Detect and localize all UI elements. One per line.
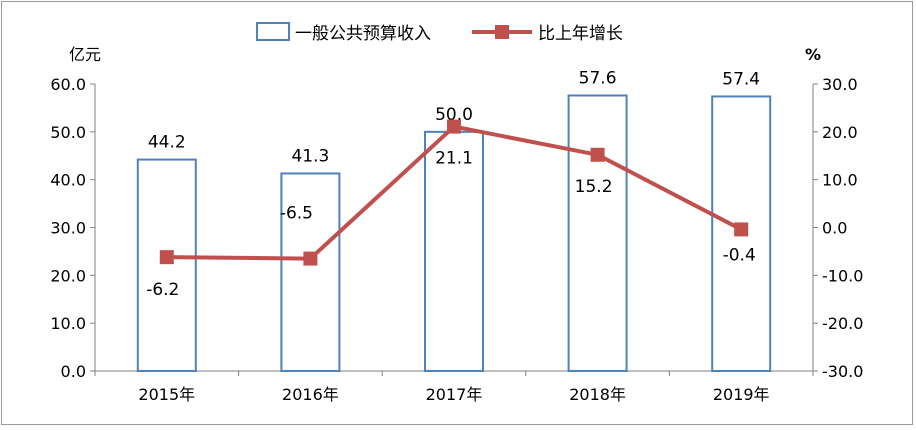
legend-bar-swatch [256, 22, 290, 41]
line-value-label: -6.2 [146, 280, 179, 300]
x-tick-label: 2017年 [426, 385, 483, 404]
bar [567, 94, 628, 372]
right-tick-label: -30.0 [822, 362, 863, 381]
legend-line-label: 比上年增长 [538, 24, 623, 44]
left-tick-label: 20.0 [50, 266, 86, 285]
bar-series: 44.2 41.3 50.0 57.6 57.4 [136, 68, 772, 372]
left-tick-label: 30.0 [50, 219, 86, 238]
legend-line-marker [495, 25, 509, 39]
bar-value-label: 41.3 [291, 146, 329, 166]
left-axis-unit: 亿元 [69, 45, 101, 64]
bar-value-label: 50.0 [435, 105, 473, 125]
line-marker [734, 222, 749, 237]
bar-value-label: 44.2 [148, 133, 186, 153]
right-tick-label: 0.0 [822, 219, 847, 238]
right-axis-unit: % [805, 45, 821, 64]
line-marker [447, 119, 461, 134]
left-tick-label: 40.0 [50, 171, 86, 190]
x-axis-ticks: 2015年 2016年 2017年 2018年 2019年 [94, 371, 814, 404]
line-marker [159, 250, 174, 265]
legend: 一般公共预算收入 比上年增长 [256, 22, 623, 44]
x-tick-label: 2019年 [713, 385, 770, 404]
legend-bar-label: 一般公共预算收入 [295, 24, 431, 44]
line-series: -6.2 -6.5 21.1 15.2 -0.4 [146, 119, 756, 300]
line-value-label: 21.1 [435, 149, 473, 169]
line-marker [303, 251, 318, 266]
right-tick-label: -20.0 [822, 314, 863, 333]
line-value-label: -6.5 [280, 204, 313, 224]
line-value-label: -0.4 [723, 245, 756, 265]
right-tick-label: 10.0 [822, 171, 858, 190]
bar [136, 158, 197, 372]
bar-value-label: 57.4 [722, 69, 760, 89]
right-tick-label: 20.0 [822, 123, 858, 142]
line-value-label: 15.2 [575, 177, 613, 197]
x-tick-label: 2016年 [282, 385, 339, 404]
x-tick-label: 2018年 [569, 385, 626, 404]
bar [424, 130, 484, 372]
left-tick-label: 10.0 [50, 314, 86, 333]
left-tick-label: 60.0 [50, 75, 86, 94]
left-axis-ticks: 60.0 50.0 40.0 30.0 20.0 10.0 0.0 [50, 75, 95, 381]
right-tick-label: 30.0 [822, 75, 858, 94]
bar [280, 172, 341, 372]
left-tick-label: 50.0 [50, 123, 86, 142]
bar-value-label: 57.6 [579, 68, 617, 88]
right-tick-label: -10.0 [822, 266, 863, 285]
line-marker [590, 147, 605, 162]
x-tick-label: 2015年 [138, 385, 195, 404]
right-axis-ticks: 30.0 20.0 10.0 0.0 -10.0 -20.0 -30.0 [813, 75, 863, 381]
left-tick-label: 0.0 [61, 362, 86, 381]
